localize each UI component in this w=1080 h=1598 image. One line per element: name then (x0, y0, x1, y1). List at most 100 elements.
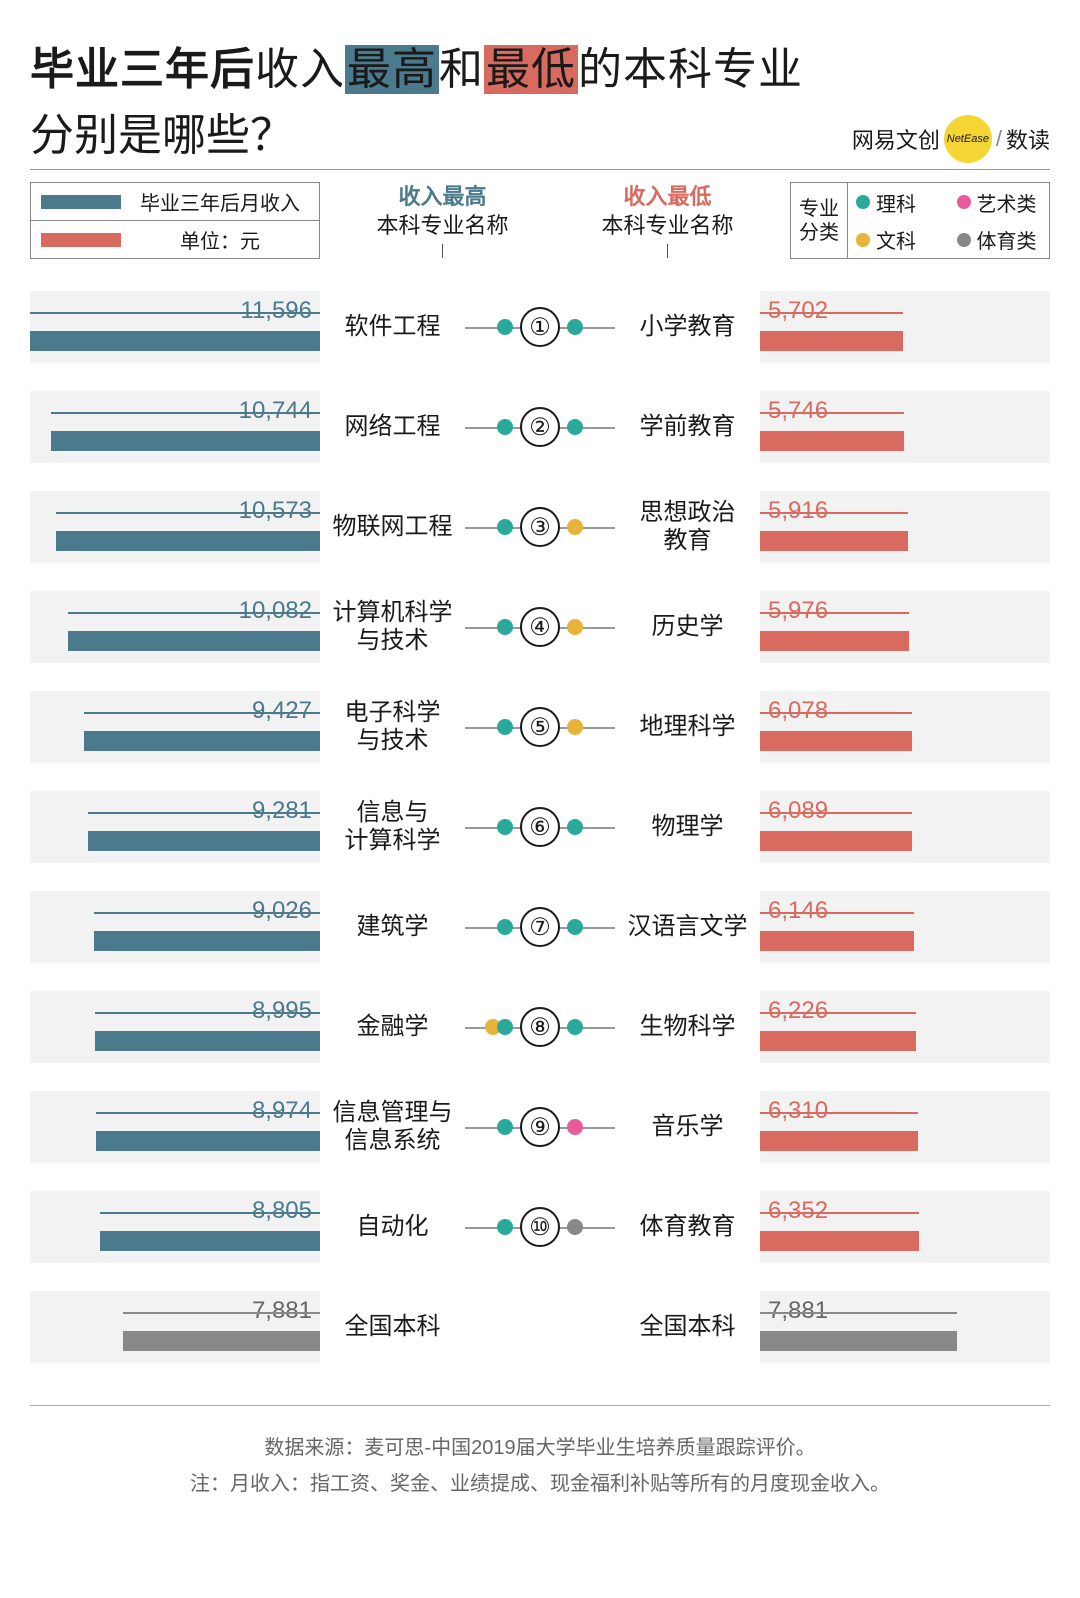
low-major-name: 历史学 (615, 613, 760, 642)
data-row: 11,596 软件工程 ① 小学教育 5,702 (30, 279, 1050, 375)
legend-bars: 毕业三年后月收入 单位：元 (30, 182, 320, 259)
avg-label-left: 全国本科 (320, 1313, 465, 1342)
low-value: 6,226 (768, 997, 828, 1025)
low-bar-cell: 6,352 (760, 1191, 1050, 1263)
rank-cell: ⑥ (465, 807, 615, 847)
low-bar-cell: 5,976 (760, 591, 1050, 663)
low-cat-icon (567, 319, 583, 335)
high-cat-icon (497, 819, 513, 835)
footer: 数据来源：麦可思-中国2019届大学毕业生培养质量跟踪评价。 注：月收入：指工资… (30, 1405, 1050, 1502)
high-value: 8,995 (252, 997, 312, 1025)
rank-cell: ⑨ (465, 1107, 615, 1147)
low-value: 6,089 (768, 797, 828, 825)
avg-label-right: 全国本科 (615, 1313, 760, 1342)
low-major-name: 学前教育 (615, 413, 760, 442)
rank-number: ② (520, 407, 560, 447)
high-major-name: 计算机科学与技术 (320, 599, 465, 657)
rank-cell: ① (465, 307, 615, 347)
low-value: 6,310 (768, 1097, 828, 1125)
sport-dot-icon (957, 233, 971, 247)
high-cat-icon (497, 319, 513, 335)
low-value: 5,916 (768, 497, 828, 525)
rank-cell: ② (465, 407, 615, 447)
high-major-name: 物联网工程 (320, 513, 465, 542)
category-legend: 专业 分类 理科 艺术类 文科 体育类 (790, 182, 1050, 259)
low-cat-icon (567, 1019, 583, 1035)
low-cat-icon (567, 819, 583, 835)
data-row: 10,744 网络工程 ② 学前教育 5,746 (30, 379, 1050, 475)
data-row: 10,082 计算机科学与技术 ④ 历史学 5,976 (30, 579, 1050, 675)
high-value: 8,805 (252, 1197, 312, 1225)
rank-number: ⑨ (520, 1107, 560, 1147)
rank-number: ③ (520, 507, 560, 547)
high-value: 10,573 (239, 497, 312, 525)
low-major-name: 地理科学 (615, 713, 760, 742)
low-major-name: 思想政治教育 (615, 499, 760, 557)
title-block: 毕业三年后收入最高和最低的本科专业 分别是哪些？ 网易文创 NetEase / … (30, 40, 1050, 170)
high-bar-cell: 8,805 (30, 1191, 320, 1263)
rank-number: ④ (520, 607, 560, 647)
high-bar-cell: 9,427 (30, 691, 320, 763)
low-cat-icon (567, 619, 583, 635)
high-cat-icon (497, 619, 513, 635)
high-major-name: 电子科学与技术 (320, 699, 465, 757)
average-row: 7,881 全国本科 全国本科 7,881 (30, 1279, 1050, 1375)
high-bar-cell: 10,573 (30, 491, 320, 563)
low-bar-cell: 6,310 (760, 1091, 1050, 1163)
high-bar-cell: 8,995 (30, 991, 320, 1063)
low-bar-cell: 5,702 (760, 291, 1050, 363)
high-cat-icon (497, 1019, 513, 1035)
data-row: 8,974 信息管理与信息系统 ⑨ 音乐学 6,310 (30, 1079, 1050, 1175)
data-rows: 11,596 软件工程 ① 小学教育 5,702 10,744 网络工程 (30, 279, 1050, 1375)
data-row: 8,995 金融学 ⑧ 生物科学 6,226 (30, 979, 1050, 1075)
high-value: 10,744 (239, 397, 312, 425)
low-cat-icon (567, 419, 583, 435)
avg-high-bar: 7,881 (30, 1291, 320, 1363)
avg-low-bar: 7,881 (760, 1291, 1050, 1363)
low-cat-icon (567, 1219, 583, 1235)
rank-number: ⑦ (520, 907, 560, 947)
high-bar-cell: 11,596 (30, 291, 320, 363)
high-cat-icon (497, 1119, 513, 1135)
high-major-name: 自动化 (320, 1213, 465, 1242)
high-value: 9,427 (252, 697, 312, 725)
low-major-name: 体育教育 (615, 1213, 760, 1242)
low-value: 6,352 (768, 1197, 828, 1225)
low-bar-cell: 6,146 (760, 891, 1050, 963)
rank-number: ⑤ (520, 707, 560, 747)
high-major-name: 信息管理与信息系统 (320, 1099, 465, 1157)
data-row: 9,026 建筑学 ⑦ 汉语言文学 6,146 (30, 879, 1050, 975)
column-headers: 收入最高 本科专业名称 收入最低 本科专业名称 (330, 182, 780, 259)
high-cat-icon (497, 519, 513, 535)
low-bar-cell: 6,078 (760, 691, 1050, 763)
high-value: 11,596 (240, 297, 312, 325)
high-value: 10,082 (239, 597, 312, 625)
low-value: 5,746 (768, 397, 828, 425)
rank-number: ① (520, 307, 560, 347)
low-swatch (41, 233, 121, 247)
low-cat-icon (567, 519, 583, 535)
low-bar-cell: 5,916 (760, 491, 1050, 563)
high-swatch (41, 195, 121, 209)
high-major-name: 信息与计算科学 (320, 799, 465, 857)
liberal-dot-icon (856, 233, 870, 247)
art-dot-icon (957, 195, 971, 209)
low-major-name: 汉语言文学 (615, 913, 760, 942)
high-major-name: 建筑学 (320, 913, 465, 942)
high-major-name: 软件工程 (320, 313, 465, 342)
brand-logo-icon: NetEase (944, 115, 992, 163)
rank-cell: ⑤ (465, 707, 615, 747)
data-row: 8,805 自动化 ⑩ 体育教育 6,352 (30, 1179, 1050, 1275)
low-cat-icon (567, 719, 583, 735)
rank-number: ⑧ (520, 1007, 560, 1047)
high-bar-cell: 9,026 (30, 891, 320, 963)
science-dot-icon (856, 195, 870, 209)
subtitle: 分别是哪些？ (30, 99, 294, 163)
rank-number: ⑩ (520, 1207, 560, 1247)
high-major-name: 金融学 (320, 1013, 465, 1042)
low-value: 6,146 (768, 897, 828, 925)
low-bar-cell: 5,746 (760, 391, 1050, 463)
low-cat-icon (567, 1119, 583, 1135)
high-bar-cell: 9,281 (30, 791, 320, 863)
high-cat-icon (497, 1219, 513, 1235)
